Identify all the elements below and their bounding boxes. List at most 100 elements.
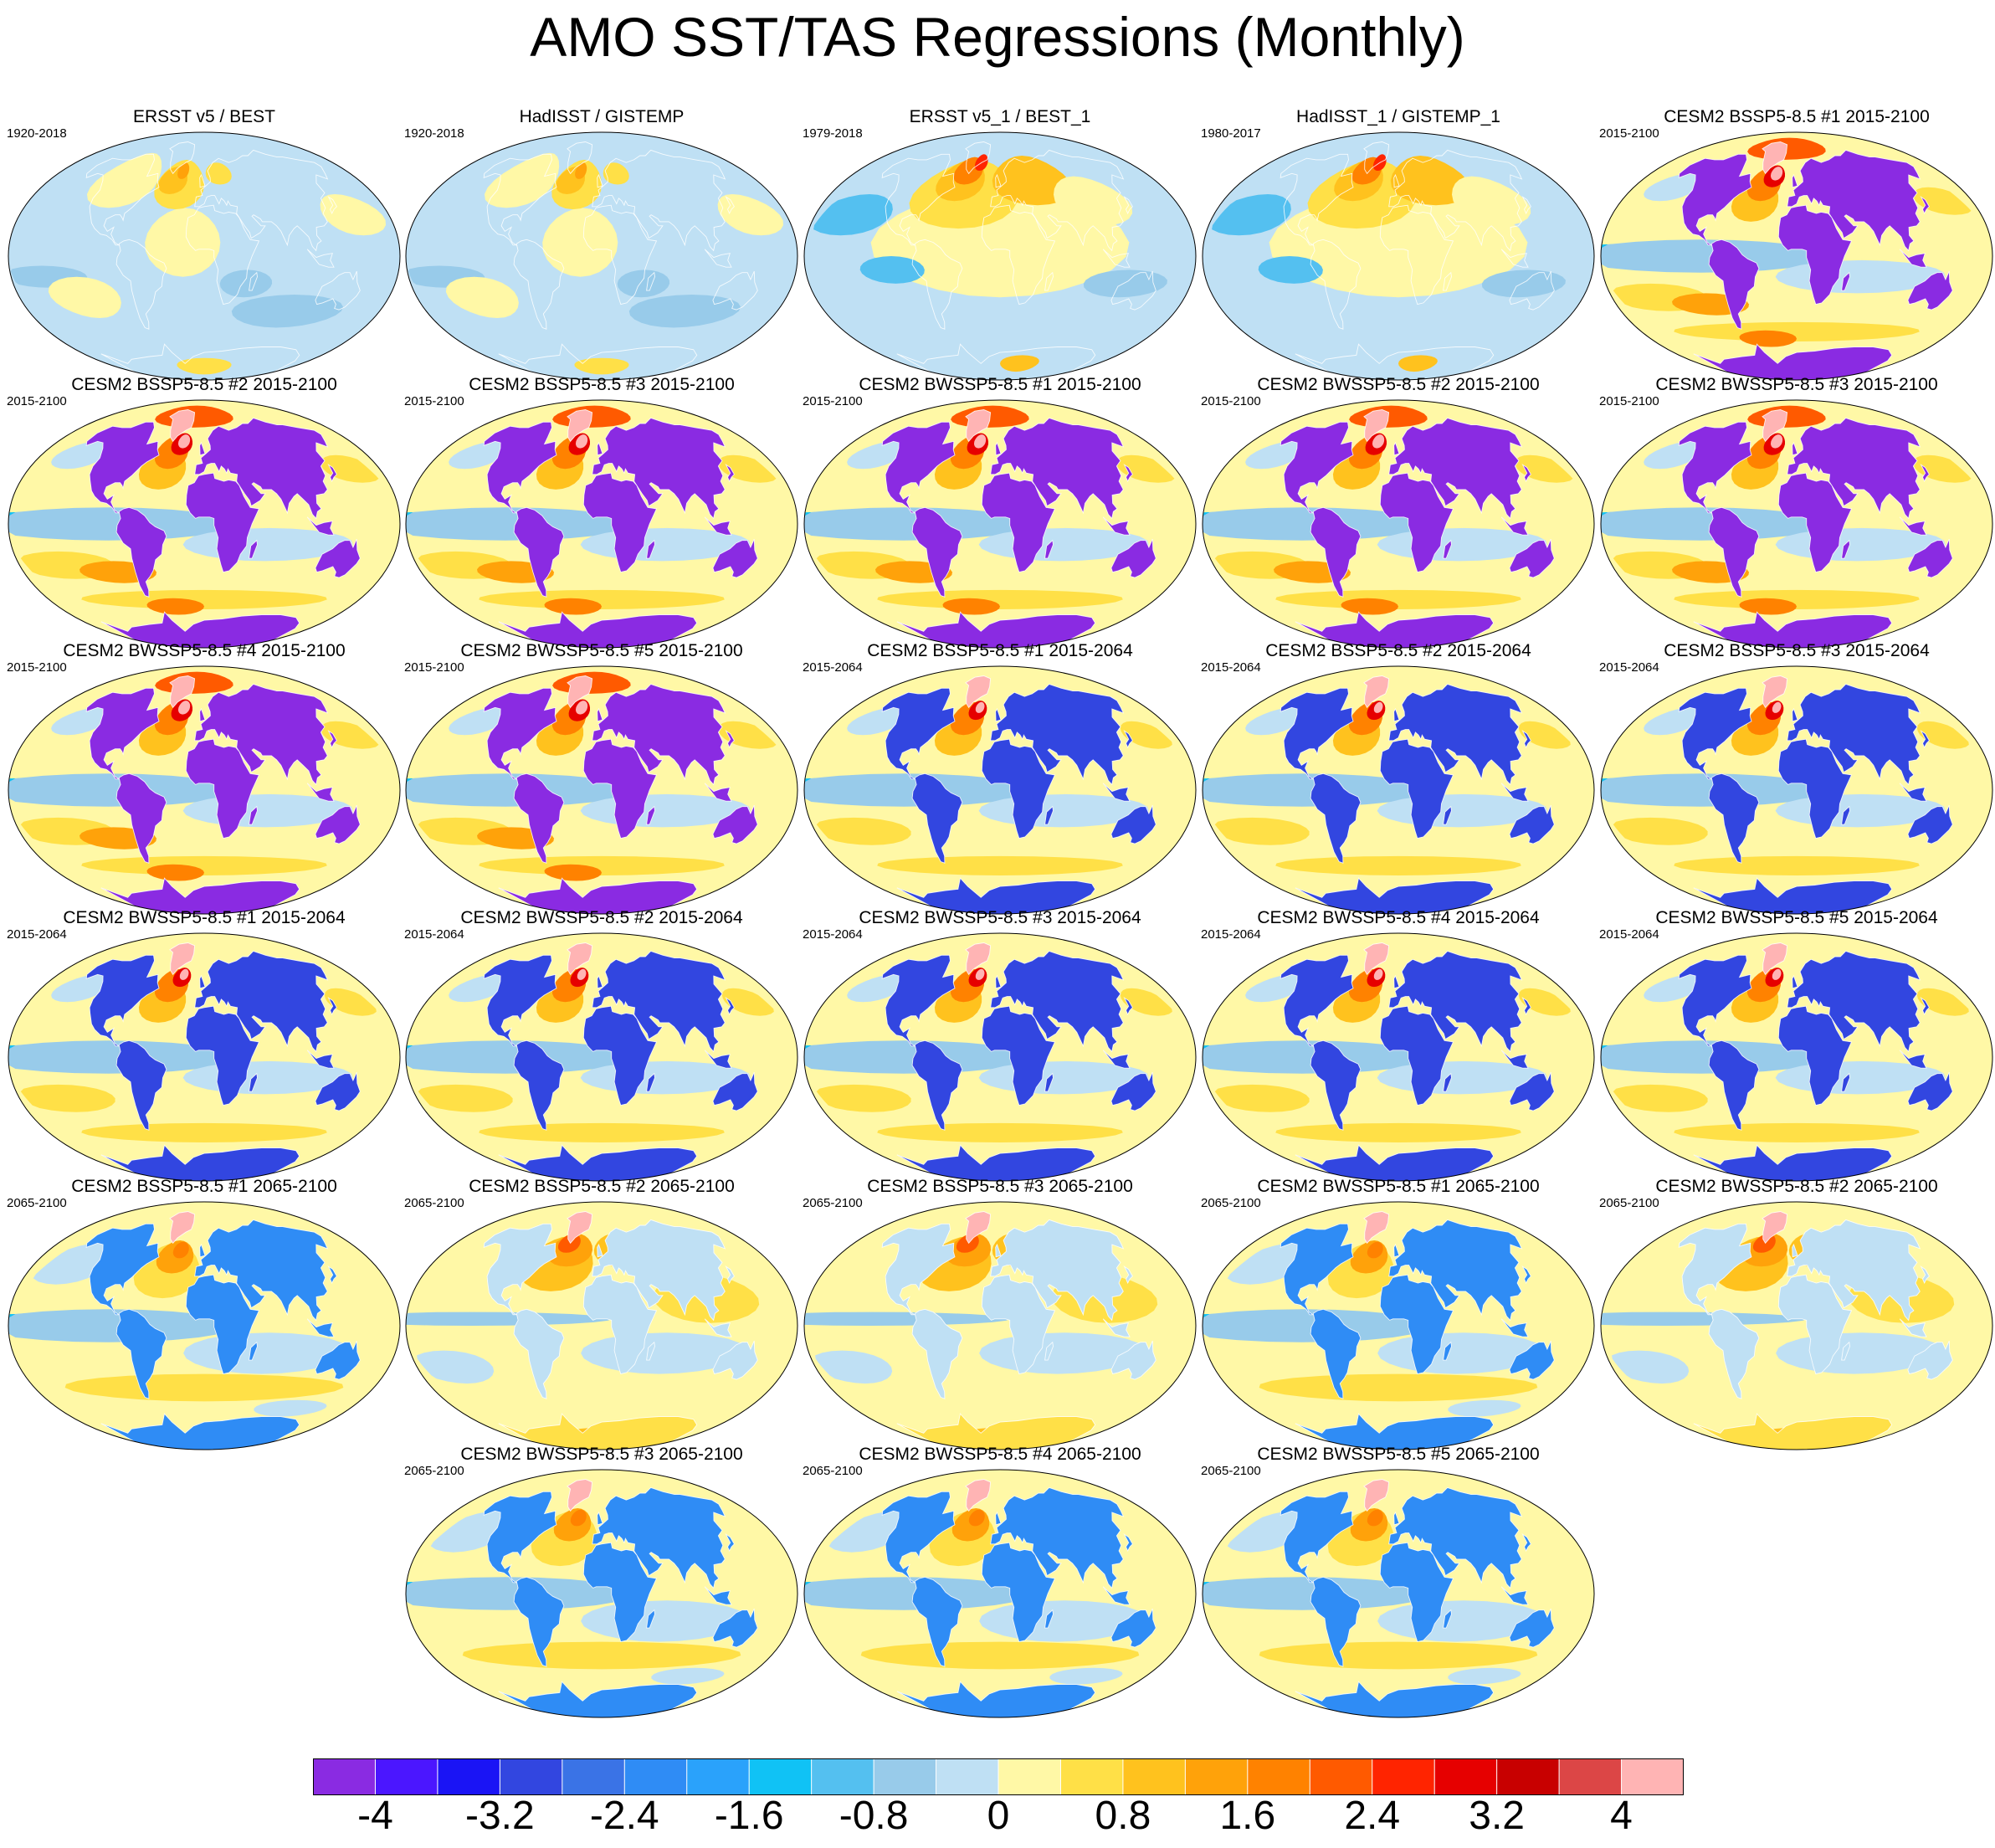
colorbar-swatch bbox=[1558, 1758, 1623, 1795]
panel-title: CESM2 BSSP5-8.5 #2 2065-2100 bbox=[469, 1177, 735, 1196]
map-border bbox=[1202, 665, 1595, 915]
colorbar-swatch bbox=[313, 1758, 377, 1795]
colorbar-tick-label: 0.8 bbox=[1095, 1794, 1151, 1838]
land-africa bbox=[582, 1005, 658, 1106]
panel-period: 2015-2100 bbox=[404, 394, 464, 408]
colorbar-swatch bbox=[1122, 1758, 1187, 1795]
panel-period: 2065-2100 bbox=[803, 1464, 863, 1478]
map-border bbox=[1600, 1201, 1993, 1450]
land-indonesia bbox=[1500, 1318, 1529, 1337]
land-madagascar bbox=[1841, 1072, 1850, 1092]
land-africa bbox=[1379, 738, 1454, 839]
land-indonesia bbox=[1102, 1318, 1131, 1337]
land-namerica bbox=[1678, 687, 1752, 780]
land-australia bbox=[1110, 270, 1156, 311]
anomaly-contour bbox=[804, 1312, 1011, 1326]
land-australia bbox=[712, 1340, 758, 1380]
land-japan bbox=[1521, 1265, 1531, 1285]
land-africa bbox=[582, 1274, 658, 1375]
panel-title: CESM2 BSSP5-8.5 #1 2065-2100 bbox=[71, 1177, 337, 1196]
anomaly-contour bbox=[485, 152, 560, 208]
land-namerica bbox=[881, 1223, 956, 1316]
land-antarctica bbox=[1693, 343, 1893, 380]
land-samerica bbox=[1310, 773, 1362, 864]
land-africa bbox=[582, 472, 658, 573]
land-antarctica bbox=[498, 877, 698, 914]
land-indonesia bbox=[1102, 1050, 1131, 1069]
map-panel: ERSST v5_1 / BEST_1 1979-2018 bbox=[803, 107, 1198, 383]
land-australia bbox=[1110, 1340, 1156, 1380]
anomaly-contour bbox=[544, 598, 602, 615]
land-japan bbox=[1123, 1533, 1133, 1553]
anomaly-contour bbox=[1245, 974, 1304, 1003]
land-japan bbox=[725, 1533, 735, 1553]
colorbar-tick-label: 2.4 bbox=[1344, 1794, 1401, 1838]
anomaly-contour bbox=[1258, 256, 1323, 284]
land-madagascar bbox=[1443, 1072, 1452, 1092]
land-africa bbox=[981, 472, 1056, 573]
land-madagascar bbox=[646, 1072, 655, 1092]
anomaly-contour bbox=[576, 434, 588, 449]
land-japan bbox=[1521, 464, 1531, 483]
land-uk bbox=[995, 1511, 1002, 1526]
anomaly-contour bbox=[1214, 1084, 1310, 1112]
land-madagascar bbox=[1443, 1341, 1452, 1361]
land-australia bbox=[1509, 1340, 1555, 1380]
land-japan bbox=[1123, 196, 1133, 215]
land-uk bbox=[597, 173, 603, 188]
land-namerica bbox=[1678, 954, 1752, 1047]
land-indonesia bbox=[704, 1318, 732, 1337]
anomaly-contour bbox=[406, 1312, 613, 1326]
anomaly-contour bbox=[1212, 194, 1291, 236]
panel-period: 2015-2064 bbox=[803, 927, 863, 942]
anomaly-contour bbox=[1259, 1373, 1538, 1402]
world-map bbox=[405, 665, 798, 915]
anomaly-contour bbox=[628, 295, 741, 328]
land-namerica bbox=[483, 153, 557, 246]
land-antarctica bbox=[498, 343, 698, 380]
land-australia bbox=[1509, 804, 1555, 844]
map-border bbox=[8, 932, 401, 1182]
land-uk bbox=[199, 441, 206, 456]
anomaly-contour bbox=[449, 441, 507, 470]
land-antarctica bbox=[498, 611, 698, 648]
land-africa bbox=[1777, 1274, 1853, 1375]
map-panel: ERSST v5 / BEST 1920-2018 bbox=[7, 107, 402, 383]
land-namerica bbox=[881, 421, 956, 514]
anomaly-contour bbox=[1259, 1641, 1538, 1670]
map-border bbox=[803, 1201, 1197, 1450]
land-japan bbox=[1920, 730, 1930, 749]
land-australia bbox=[1907, 1071, 1953, 1111]
anomaly-contour bbox=[1644, 173, 1702, 202]
anomaly-contour bbox=[1245, 707, 1304, 736]
anomaly-contour bbox=[1390, 156, 1471, 206]
panel-period: 2065-2100 bbox=[404, 1196, 464, 1210]
anomaly-contour bbox=[992, 156, 1073, 206]
anomaly-contour bbox=[975, 701, 985, 713]
land-antarctica bbox=[100, 343, 300, 380]
colorbar-swatch bbox=[374, 1758, 438, 1795]
colorbar-swatch bbox=[936, 1758, 999, 1795]
land-namerica bbox=[85, 687, 160, 780]
map-border bbox=[1202, 399, 1595, 649]
world-map bbox=[1202, 932, 1595, 1182]
land-samerica bbox=[911, 239, 963, 330]
anomaly-contour bbox=[1054, 176, 1133, 226]
anomaly-contour bbox=[1275, 589, 1521, 609]
anomaly-contour bbox=[231, 295, 344, 328]
land-uk bbox=[1792, 441, 1798, 456]
land-australia bbox=[712, 804, 758, 844]
panel-period: 2015-2100 bbox=[803, 394, 863, 408]
land-antarctica bbox=[498, 1413, 698, 1450]
land-madagascar bbox=[1443, 539, 1452, 559]
land-antarctica bbox=[1295, 343, 1495, 380]
anomaly-contour bbox=[877, 589, 1123, 609]
land-africa bbox=[582, 204, 658, 305]
panel-period: 2015-2064 bbox=[404, 927, 464, 942]
land-samerica bbox=[1708, 506, 1760, 598]
panel-period: 2065-2100 bbox=[803, 1196, 863, 1210]
land-eurasia bbox=[990, 950, 1125, 1053]
colorbar-tick-label: 0 bbox=[987, 1794, 1010, 1838]
land-samerica bbox=[1310, 1576, 1362, 1667]
panel-title: CESM2 BWSSP5-8.5 #3 2065-2100 bbox=[460, 1445, 743, 1464]
